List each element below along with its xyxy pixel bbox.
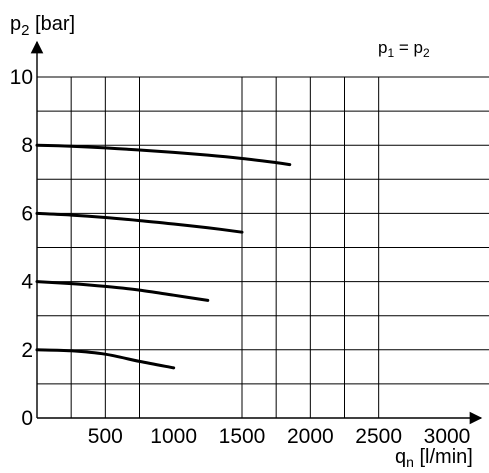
x-tick-label: 3000 [424, 425, 471, 448]
y-tick-label: 0 [21, 407, 33, 430]
y-tick-label: 10 [10, 66, 33, 89]
x-axis-title: qn [l/min] [395, 446, 473, 470]
x-tick-label: 2000 [287, 425, 334, 448]
pressure-equality-annotation: p1 = p2 [378, 38, 430, 60]
axes [30, 40, 483, 425]
tick-labels: 0 2 4 6 8 10 500 1000 1500 2000 2500 3000 [10, 66, 471, 448]
y-tick-label: 4 [21, 271, 33, 294]
y-tick-label: 6 [21, 202, 33, 225]
x-tick-label: 1000 [150, 425, 197, 448]
grid-lines [37, 76, 489, 418]
series-line-1 [35, 143, 292, 167]
series-curves [35, 143, 292, 370]
series-line-3 [35, 280, 210, 302]
series-line-4 [35, 348, 176, 370]
y-tick-label: 8 [21, 134, 33, 157]
x-tick-label: 2500 [355, 425, 402, 448]
x-tick-label: 500 [88, 425, 123, 448]
y-tick-label: 2 [21, 339, 33, 362]
series-line-2 [35, 211, 244, 234]
y-axis-title: p2 [bar] [10, 13, 75, 39]
x-tick-label: 1500 [219, 425, 266, 448]
